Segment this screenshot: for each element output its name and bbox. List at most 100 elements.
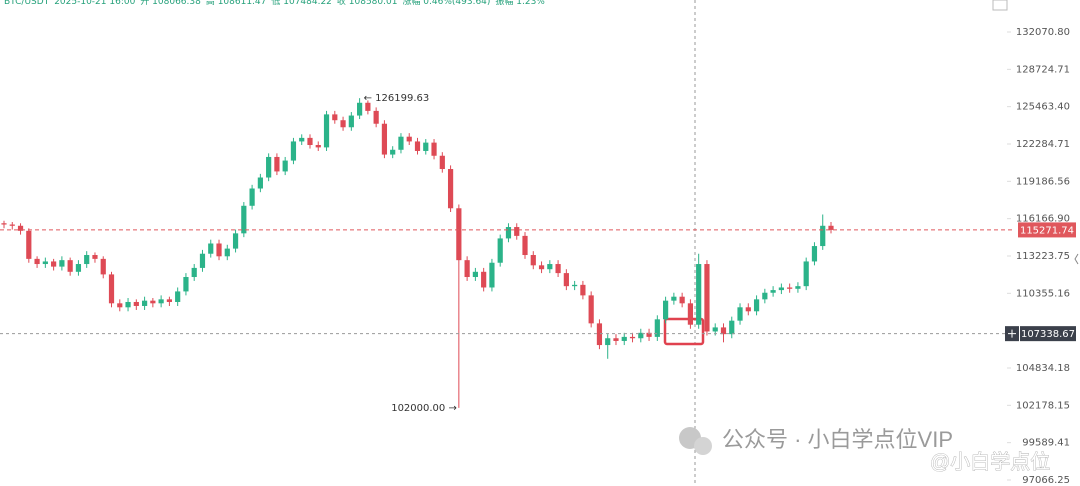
min-label: 102000.00 →	[391, 403, 457, 414]
candle-body	[1, 223, 7, 225]
candle-body	[803, 261, 809, 287]
candle-body	[638, 332, 644, 339]
candle-body	[42, 261, 48, 265]
candle-body	[671, 296, 677, 301]
candle-body	[340, 120, 346, 128]
candle-body	[820, 225, 826, 247]
candle-body	[133, 301, 139, 306]
candle-body	[232, 233, 239, 249]
candle-body	[679, 296, 685, 304]
candle-body	[811, 246, 818, 262]
candle-body	[596, 323, 603, 346]
candle-body	[332, 114, 338, 121]
candle-body	[588, 295, 594, 324]
candle-body	[770, 290, 776, 293]
candle-body	[481, 271, 487, 288]
candle-body	[166, 299, 172, 302]
candle-body	[646, 332, 652, 337]
candle-body	[530, 255, 536, 266]
crosshair-price-box	[1020, 326, 1076, 342]
candle-body	[274, 156, 280, 172]
candle-body	[158, 299, 164, 304]
candle-body	[580, 284, 586, 296]
y-tick-label: 97066.25	[1022, 475, 1070, 486]
candle-body	[555, 264, 561, 274]
candle-body	[447, 169, 454, 209]
candle-body	[472, 271, 478, 278]
candle-body	[745, 307, 751, 312]
candle-body	[357, 102, 363, 116]
candle-body	[100, 258, 106, 275]
candle-body	[654, 319, 660, 337]
candle-body	[787, 287, 793, 289]
candle-body	[175, 291, 181, 302]
candle-body	[108, 274, 115, 304]
candle-body	[414, 141, 421, 151]
settings-icon	[992, 0, 1008, 11]
candle-body	[9, 224, 15, 226]
candle-body	[51, 261, 57, 267]
header-field: 低 107484.22	[271, 0, 332, 7]
scroll-arrow	[1074, 253, 1079, 265]
candle-body	[75, 264, 82, 272]
candle-body	[497, 238, 503, 263]
candle-body	[696, 264, 702, 325]
candle-body	[59, 260, 65, 267]
header-field: 收 108580.01	[337, 0, 398, 7]
candle-body	[505, 227, 512, 239]
candle-body	[762, 292, 768, 300]
header-field: 高 108611.47	[206, 0, 267, 7]
candle-body	[323, 114, 330, 148]
candle-body	[381, 123, 388, 155]
candle-body	[67, 260, 73, 272]
candle-body	[348, 115, 354, 128]
candle-body	[199, 253, 206, 268]
candle-body	[687, 303, 694, 325]
candle-body	[150, 300, 156, 304]
candle-body	[439, 155, 445, 170]
candle-body	[373, 110, 379, 124]
y-tick-label: 132070.80	[1016, 27, 1070, 38]
y-tick-label: 104834.18	[1016, 363, 1070, 374]
header-field: BTC/USDT	[4, 0, 50, 7]
candle-body	[257, 177, 263, 189]
last-price-box	[1018, 222, 1076, 238]
candle-body	[208, 243, 214, 254]
candle-body	[390, 149, 396, 155]
y-tick-label: 116166.90	[1016, 214, 1070, 225]
candle-body	[290, 141, 297, 161]
candle-body	[538, 265, 545, 270]
y-tick-label: 119186.56	[1016, 176, 1070, 187]
candle-body	[307, 137, 313, 146]
y-tick-label: 110355.16	[1016, 288, 1070, 299]
candle-body	[605, 338, 611, 346]
candle-body	[17, 225, 24, 231]
candle-body	[125, 301, 131, 308]
wechat-icon	[694, 437, 712, 455]
candle-body	[720, 327, 727, 335]
candle-body	[489, 262, 495, 288]
y-tick-label: 128724.71	[1016, 64, 1070, 75]
candle-body	[241, 205, 247, 234]
candle-body	[224, 248, 230, 257]
candle-body	[315, 145, 321, 148]
candle-body	[423, 142, 429, 151]
crosshair-price-label: 107338.67	[1021, 329, 1075, 340]
candle-body	[216, 243, 222, 257]
candle-body	[141, 300, 148, 306]
candle-body	[266, 156, 272, 178]
candle-body	[26, 230, 32, 259]
candle-body	[712, 327, 718, 332]
candle-body	[663, 300, 669, 320]
candle-body	[183, 277, 189, 292]
header-field: 涨幅 0.46%(493.64)	[402, 0, 490, 7]
candle-body	[572, 284, 578, 287]
candle-body	[84, 255, 90, 265]
candle-body	[365, 102, 371, 111]
y-tick-label: 99589.41	[1022, 438, 1070, 449]
candle-body	[282, 160, 288, 172]
candle-body	[299, 137, 305, 142]
max-label: ← 126199.63	[364, 93, 430, 104]
candle-body	[191, 267, 197, 278]
